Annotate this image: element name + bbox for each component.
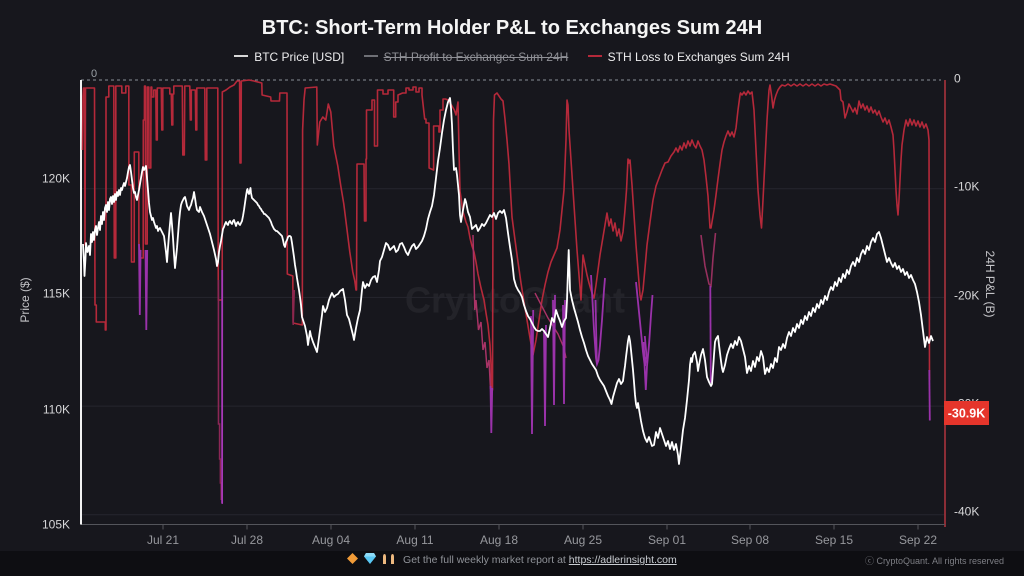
svg-text:Aug 11: Aug 11: [396, 533, 433, 547]
svg-text:Jul 28: Jul 28: [231, 533, 263, 547]
svg-text:Jul 21: Jul 21: [147, 533, 179, 547]
svg-text:-10K: -10K: [954, 180, 979, 194]
svg-text:Sep 22: Sep 22: [899, 533, 937, 547]
svg-text:120K: 120K: [42, 172, 70, 186]
svg-text:CryptoQuant: CryptoQuant: [405, 280, 625, 321]
svg-text:-30.9K: -30.9K: [948, 407, 986, 421]
svg-text:-40K: -40K: [954, 505, 979, 519]
svg-text:0: 0: [954, 72, 961, 86]
svg-text:110K: 110K: [43, 403, 70, 417]
svg-text:Sep 15: Sep 15: [815, 533, 853, 547]
svg-text:-20K: -20K: [954, 289, 979, 303]
svg-text:115K: 115K: [43, 287, 70, 301]
svg-text:0: 0: [91, 68, 97, 80]
svg-text:Aug 04: Aug 04: [312, 533, 350, 547]
svg-text:Aug 18: Aug 18: [480, 533, 518, 547]
svg-text:24H P&L (B): 24H P&L (B): [983, 251, 997, 318]
svg-text:Price ($): Price ($): [18, 277, 32, 322]
svg-text:Aug 25: Aug 25: [564, 533, 602, 547]
svg-text:Sep 08: Sep 08: [731, 533, 769, 547]
svg-text:Sep 01: Sep 01: [648, 533, 686, 547]
svg-text:105K: 105K: [42, 518, 70, 532]
